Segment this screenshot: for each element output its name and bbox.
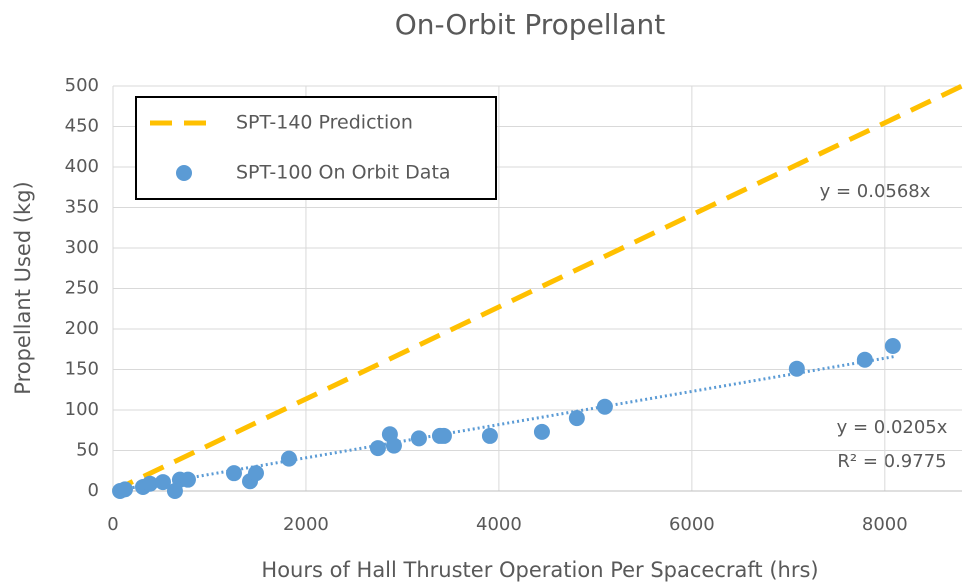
- prediction-line: [111, 83, 964, 494]
- y-tick-label: 150: [65, 359, 99, 380]
- y-tick-label: 250: [65, 278, 99, 299]
- data-point: [481, 427, 498, 444]
- y-tick-label: 50: [76, 440, 99, 461]
- data-point: [166, 483, 183, 499]
- data-point: [533, 423, 550, 440]
- x-tick-label: 0: [107, 514, 118, 535]
- y-tick-label: 450: [65, 116, 99, 137]
- data-point: [280, 450, 297, 467]
- x-tick-label: 2000: [283, 514, 329, 535]
- x-axis-label: Hours of Hall Thruster Operation Per Spa…: [261, 558, 818, 582]
- annotation: R² = 0.9775: [837, 451, 946, 472]
- legend-label: SPT-140 Prediction: [236, 112, 413, 134]
- x-tick-label: 8000: [862, 514, 908, 535]
- legend-box: [135, 96, 497, 200]
- data-point: [116, 481, 133, 498]
- data-point: [856, 351, 873, 368]
- data-point: [410, 430, 427, 447]
- data-point: [179, 471, 196, 488]
- data-point: [385, 437, 402, 454]
- y-tick-label: 300: [65, 237, 99, 258]
- y-axis-label: Propellant Used (kg): [11, 181, 35, 394]
- annotation: y = 0.0568x: [820, 181, 931, 202]
- data-point: [247, 465, 264, 482]
- data-point: [788, 360, 805, 377]
- data-point: [568, 410, 585, 427]
- y-tick-label: 400: [65, 156, 99, 177]
- y-tick-label: 100: [65, 399, 99, 420]
- chart-title: On-Orbit Propellant: [395, 8, 666, 41]
- data-point: [369, 440, 386, 457]
- legend-swatch: [176, 165, 192, 181]
- y-tick-label: 500: [65, 75, 99, 96]
- x-tick-label: 6000: [669, 514, 715, 535]
- data-point: [884, 338, 901, 355]
- data-point: [596, 398, 613, 415]
- y-tick-label: 0: [88, 480, 99, 501]
- x-tick-label: 4000: [476, 514, 522, 535]
- annotation: y = 0.0205x: [837, 417, 948, 438]
- trend-line: [112, 355, 895, 493]
- y-tick-label: 200: [65, 318, 99, 339]
- data-point: [435, 427, 452, 444]
- data-point: [225, 465, 242, 482]
- legend-label: SPT-100 On Orbit Data: [236, 162, 451, 184]
- y-tick-label: 350: [65, 197, 99, 218]
- data-point: [141, 475, 158, 492]
- data-point: [154, 474, 171, 491]
